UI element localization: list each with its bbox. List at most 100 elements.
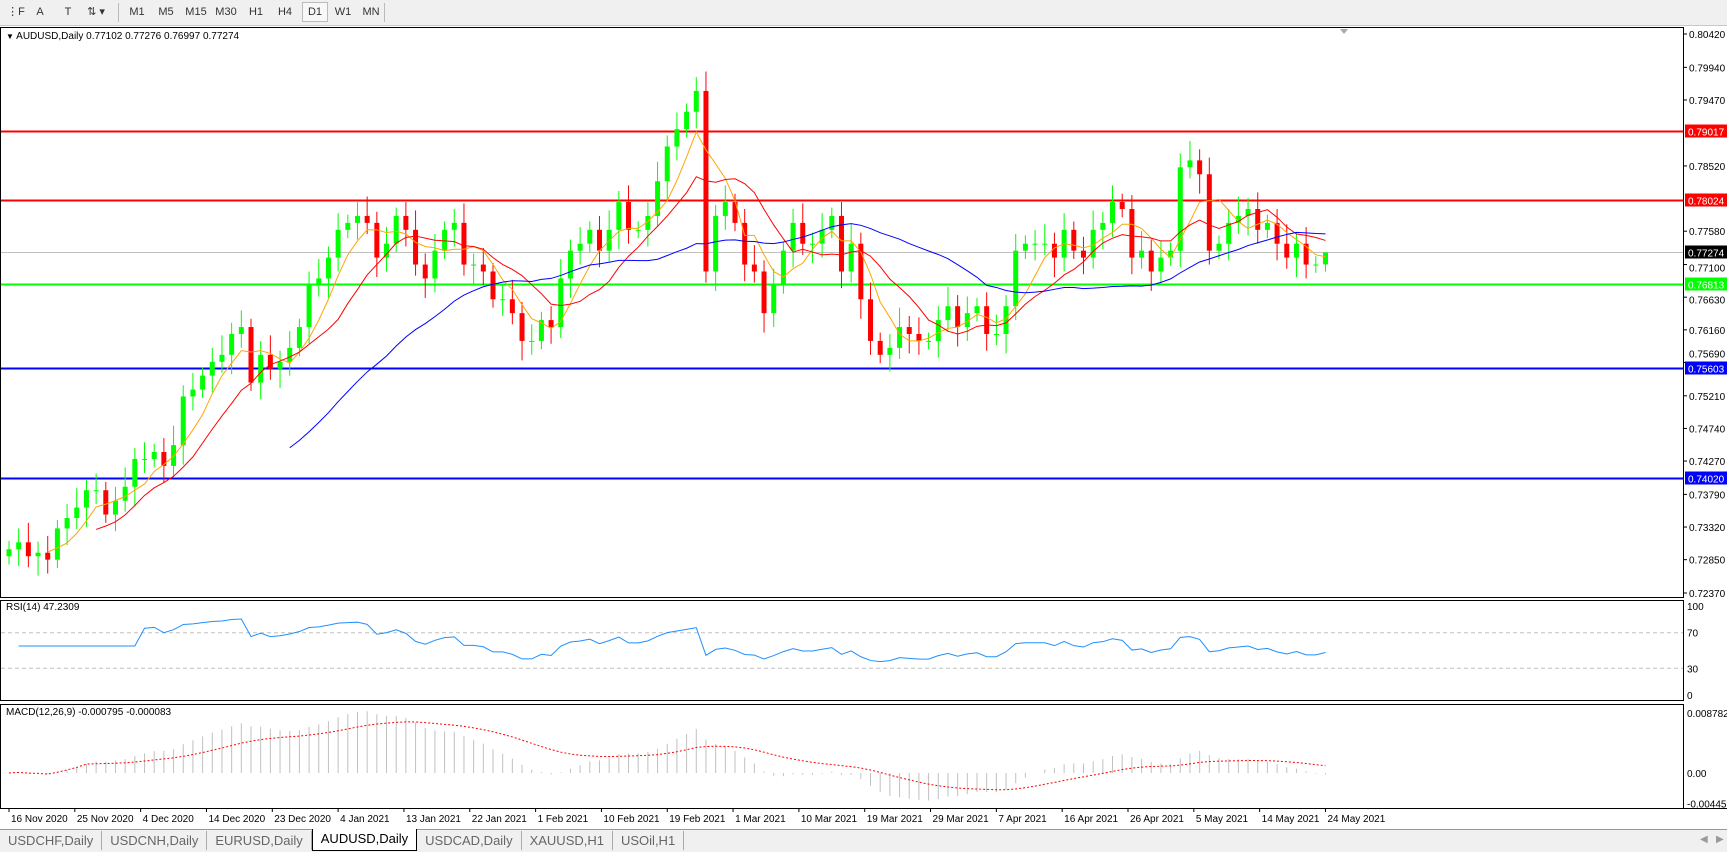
price-tick-label: 0.76160 <box>1689 326 1726 337</box>
bull-candle <box>335 229 341 258</box>
main-pane <box>0 27 1684 598</box>
price-tick-label: 0.76630 <box>1689 296 1726 307</box>
rsi-axis-label: 30 <box>1687 664 1699 675</box>
bull-candle <box>296 327 302 348</box>
bull-candle <box>1245 208 1251 216</box>
price-line-label-bg <box>1685 193 1727 207</box>
bull-candle <box>54 528 60 560</box>
scroll-right-icon[interactable]: ▶ <box>1716 834 1724 845</box>
bear-candle <box>1071 229 1077 251</box>
text-label-tool-icon[interactable]: T <box>64 6 72 18</box>
bear-candle <box>519 313 525 341</box>
bear-candle <box>838 215 844 272</box>
bull-candle <box>1235 215 1241 223</box>
tab-usoil-h1[interactable]: USOil,H1 <box>613 831 685 850</box>
bull-candle <box>664 146 670 182</box>
chart-header: ▼ AUDUSD,Daily 0.77102 0.77276 0.76997 0… <box>6 31 240 42</box>
bear-candle <box>1303 243 1309 265</box>
timeframe-m30-button[interactable]: M30 <box>215 6 237 18</box>
bull-candle <box>693 90 699 112</box>
bull-candle <box>1022 243 1028 251</box>
bear-candle <box>248 327 254 383</box>
price-tick-label: 0.75210 <box>1689 392 1726 403</box>
bull-candle <box>190 389 196 397</box>
bull-candle <box>1313 264 1319 266</box>
price-tick-label: 0.74740 <box>1689 424 1726 435</box>
timeframe-m5-button[interactable]: M5 <box>158 6 174 18</box>
bull-candle <box>1187 160 1193 168</box>
bull-candle <box>1013 250 1019 307</box>
date-tick-label: 14 May 2021 <box>1262 814 1320 825</box>
bull-candle <box>132 458 138 487</box>
bull-candle <box>200 375 206 390</box>
bull-candle <box>887 347 893 355</box>
price-tick-label: 0.79940 <box>1689 63 1726 74</box>
tab-usdchf-daily[interactable]: USDCHF,Daily <box>0 831 103 850</box>
timeframe-h4-button[interactable]: H4 <box>277 6 293 18</box>
bull-candle <box>354 215 360 223</box>
bull-candle <box>1003 306 1009 334</box>
date-tick-label: 24 May 2021 <box>1327 814 1385 825</box>
chart-tabs: USDCHF,Daily USDCNH,Daily EURUSD,Daily AUDU… <box>0 829 1727 852</box>
price-tick-label: 0.72850 <box>1689 556 1726 567</box>
bear-candle <box>1119 202 1125 209</box>
macd-pane <box>0 704 1684 809</box>
timeframe-mn-button[interactable]: MN <box>362 6 380 18</box>
rsi-axis-label: 70 <box>1687 629 1699 640</box>
chart-window[interactable]: 0.80420 0.79940 0.79470 0.78520 0.77580 0.771… <box>0 0 1727 829</box>
candles <box>6 71 1328 576</box>
bear-candle <box>1255 208 1261 230</box>
price-line-label-bg <box>1685 471 1727 485</box>
date-tick-label: 10 Feb 2021 <box>603 814 660 825</box>
tab-usdcnh-daily[interactable]: USDCNH,Daily <box>102 831 208 850</box>
date-tick-label: 26 Apr 2021 <box>1130 814 1184 825</box>
toolbar-separator <box>118 3 119 22</box>
date-tick-label: 16 Apr 2021 <box>1064 814 1118 825</box>
bull-candle <box>258 354 264 383</box>
bear-candle <box>422 264 428 279</box>
bull-candle <box>74 507 80 519</box>
macd-axis-label: 0.00 <box>1687 769 1707 780</box>
period-separator-icon[interactable]: ⋮F <box>7 6 25 18</box>
bull-candle <box>529 340 535 342</box>
bear-candle <box>858 243 864 300</box>
bull-candle <box>16 542 22 550</box>
date-tick-label: 7 Apr 2021 <box>998 814 1047 825</box>
date-tick-label: 1 Mar 2021 <box>735 814 786 825</box>
bull-candle <box>500 299 506 301</box>
bull-candle <box>35 552 41 557</box>
bull-candle <box>287 347 293 362</box>
bull-candle <box>1110 202 1116 223</box>
arrows-tool-icon[interactable]: ⇅ ▾ <box>87 6 105 18</box>
bull-candle <box>1042 243 1048 245</box>
date-tick-label: 25 Nov 2020 <box>77 814 134 825</box>
bear-candle <box>800 222 806 244</box>
bull-candle <box>897 327 903 348</box>
bull-candle <box>771 285 777 314</box>
scroll-left-icon[interactable]: ◀ <box>1700 834 1708 845</box>
bull-candle <box>1293 243 1299 258</box>
bear-candle <box>906 327 912 334</box>
bull-candle <box>616 202 622 230</box>
bear-candle <box>1080 250 1086 258</box>
tab-usdcad-daily[interactable]: USDCAD,Daily <box>417 831 522 850</box>
bull-candle <box>316 278 322 286</box>
text-tool-icon[interactable]: A <box>36 6 44 18</box>
date-tick-label: 22 Jan 2021 <box>472 814 527 825</box>
tab-audusd-daily[interactable]: AUDUSD,Daily <box>311 829 418 851</box>
tab-eurusd-daily[interactable]: EURUSD,Daily <box>207 831 312 850</box>
bear-candle <box>161 452 167 466</box>
bear-candle <box>955 306 961 328</box>
timeframe-m1-button[interactable]: M1 <box>129 6 145 18</box>
bull-candle <box>471 264 477 266</box>
tab-xauusd-h1[interactable]: XAUUSD,H1 <box>522 831 613 850</box>
timeframe-h1-button[interactable]: H1 <box>248 6 264 18</box>
bear-candle <box>626 202 632 230</box>
timeframe-m15-button[interactable]: M15 <box>185 6 207 18</box>
bull-candle <box>306 285 312 328</box>
collapse-triangle-icon[interactable]: ▼ <box>6 32 14 41</box>
bull-candle <box>1032 243 1038 245</box>
timeframe-w1-button[interactable]: W1 <box>334 6 352 18</box>
ma-5-line <box>47 130 1326 553</box>
timeframe-d1-button[interactable]: D1 <box>302 2 328 22</box>
